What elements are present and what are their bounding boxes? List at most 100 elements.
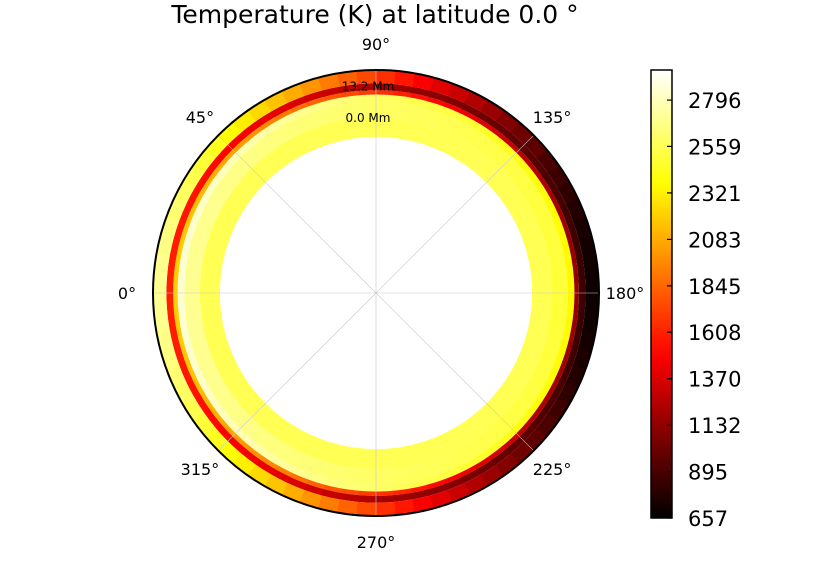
heatmap-cell xyxy=(167,255,177,276)
heatmap-cell xyxy=(286,476,307,490)
heatmap-cell xyxy=(463,474,488,496)
heatmap-cell xyxy=(234,427,253,446)
heatmap-cell xyxy=(510,358,536,383)
heatmap-cell xyxy=(551,378,566,400)
heatmap-cell xyxy=(573,275,579,295)
heatmap-cell xyxy=(535,413,559,438)
heatmap-cell xyxy=(529,306,552,325)
heatmap-cell xyxy=(515,420,532,438)
heatmap-cell xyxy=(153,272,168,293)
heatmap-cell xyxy=(541,338,562,360)
heatmap-cell xyxy=(274,139,299,166)
heatmap-cell xyxy=(226,435,246,454)
heatmap-cell xyxy=(173,344,186,365)
heatmap-cell xyxy=(374,448,392,470)
heatmap-cell xyxy=(186,322,206,343)
heatmap-cell xyxy=(517,346,542,369)
heatmap-cell xyxy=(547,191,561,211)
heatmap-cell xyxy=(184,359,197,379)
heatmap-cell xyxy=(204,157,222,177)
angle-tick-labels: 270° 225° 180° 135° 90° 45° 0° 315° xyxy=(118,35,644,552)
heatmap-cell xyxy=(306,472,327,485)
heatmap-cell xyxy=(376,101,395,118)
heatmap-cell xyxy=(330,119,350,143)
heatmap-cell xyxy=(392,95,412,105)
heatmap-cell xyxy=(177,274,186,293)
heatmap-cell xyxy=(286,427,311,453)
heatmap-cell xyxy=(173,291,179,311)
heatmap-cell xyxy=(308,100,328,113)
heatmap-cell xyxy=(288,472,309,484)
heatmap-cell xyxy=(359,101,378,118)
heatmap-cell xyxy=(205,332,230,354)
heatmap-cell xyxy=(458,464,478,478)
heatmap-cell xyxy=(445,96,466,110)
heatmap-cell xyxy=(223,190,249,215)
heatmap-cell xyxy=(549,308,568,328)
heatmap-cell xyxy=(476,459,497,476)
heatmap-cell xyxy=(420,458,442,479)
heatmap-cell xyxy=(402,443,422,467)
heatmap-cell xyxy=(290,101,310,114)
heatmap-cell xyxy=(244,444,263,460)
heatmap-cell xyxy=(193,393,210,414)
heatmap-cell xyxy=(441,133,466,159)
heatmap-cell xyxy=(246,463,272,487)
heatmap-cell xyxy=(192,412,216,437)
heatmap-cell xyxy=(210,217,235,240)
heatmap-cell xyxy=(341,95,361,105)
heatmap-cell xyxy=(503,191,530,216)
heatmap-cell xyxy=(392,492,413,502)
heatmap-cell xyxy=(357,83,378,91)
heatmap-cell xyxy=(261,411,287,438)
heatmap-cell xyxy=(562,223,573,243)
heatmap-cell xyxy=(562,344,573,364)
heatmap-cell xyxy=(204,426,228,451)
heatmap-cell xyxy=(180,324,191,345)
polar-grid xyxy=(153,70,599,516)
heatmap-cell xyxy=(546,243,566,264)
heatmap-cell xyxy=(415,439,437,464)
heatmap-cell xyxy=(182,396,205,421)
heatmap-cell xyxy=(391,101,411,120)
colorbar-tick-label: 2559 xyxy=(688,135,741,159)
heatmap-cell xyxy=(195,372,210,393)
heatmap-cell xyxy=(183,341,196,361)
heatmap-cell xyxy=(241,120,261,138)
heatmap-cell xyxy=(223,415,241,434)
heatmap-cell xyxy=(305,479,325,490)
heatmap-cell xyxy=(567,275,575,295)
heatmap-cell xyxy=(454,140,479,166)
heatmap-cell xyxy=(322,484,342,493)
heatmap-cell xyxy=(173,380,195,405)
heatmap-cell xyxy=(281,82,306,104)
heatmap-cell xyxy=(572,238,583,260)
heatmap-cell xyxy=(498,428,517,446)
heatmap-cell xyxy=(200,305,223,324)
heatmap-cell xyxy=(374,501,396,516)
heatmap-cell xyxy=(427,483,448,496)
heatmap-cell xyxy=(535,211,557,234)
heatmap-cell xyxy=(410,495,434,513)
heatmap-cell xyxy=(391,488,412,496)
heatmap-cell xyxy=(240,447,260,465)
heatmap-cell xyxy=(176,239,185,259)
heatmap-cell xyxy=(565,198,587,223)
heatmap-cell xyxy=(271,102,292,118)
heatmap-cell xyxy=(510,416,529,435)
heatmap-cell xyxy=(522,232,547,254)
heatmap-cell xyxy=(169,326,180,348)
heatmap-cell xyxy=(294,112,317,134)
radial-gridline xyxy=(375,135,534,294)
heatmap-cell xyxy=(358,94,378,102)
heatmap-cell xyxy=(323,92,343,102)
heatmap-cell xyxy=(184,291,201,310)
heatmap-cell xyxy=(559,362,573,383)
heatmap-cell xyxy=(409,97,429,109)
heatmap-cell xyxy=(263,473,288,496)
radius-label: 0.0 Mm xyxy=(346,111,391,125)
heatmap-cell xyxy=(218,121,243,145)
heatmap-cell xyxy=(424,473,444,486)
heatmap-cell xyxy=(341,466,361,485)
heatmap-cell xyxy=(335,499,358,516)
